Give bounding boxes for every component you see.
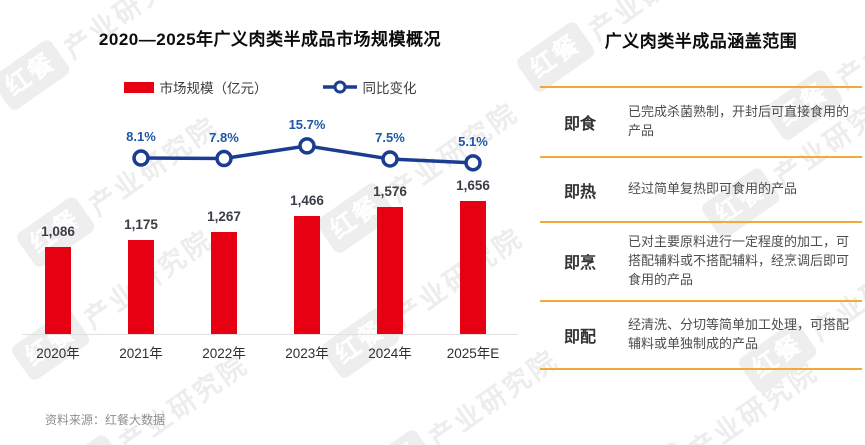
x-axis-label: 2024年 xyxy=(368,346,412,361)
coverage-rows: 即食 已完成杀菌熟制，开封后可直接食用的产品 即热 经过简单复热即可食用的产品 … xyxy=(540,86,862,370)
table-row: 即食 已完成杀菌熟制，开封后可直接食用的产品 xyxy=(540,86,862,156)
row-term: 即配 xyxy=(564,328,597,346)
yoy-value-label: 7.8% xyxy=(209,129,239,145)
bar-value-label: 1,086 xyxy=(41,224,75,239)
legend-item-market-size: 市场规模（亿元） xyxy=(123,77,268,97)
legend-item-yoy: 同比变化 xyxy=(322,77,417,97)
yoy-marker xyxy=(132,149,150,167)
yoy-value-label: 5.1% xyxy=(458,133,488,149)
market-size-chart: 2020—2025年广义肉类半成品市场规模概况 市场规模（亿元） 同比变化 1,… xyxy=(20,0,520,380)
row-desc: 已对主要原料进行一定程度的加工，可搭配辅料或不搭配辅料，经烹调后即可食用的产品 xyxy=(628,234,850,287)
bar-2022年 xyxy=(211,232,237,334)
table-title: 广义肉类半成品涵盖范围 xyxy=(604,32,798,51)
bar-legend-swatch-icon xyxy=(123,81,154,93)
table-row: 即热 经过简单复热即可食用的产品 xyxy=(540,156,862,221)
chart-title: 2020—2025年广义肉类半成品市场规模概况 xyxy=(98,30,442,49)
yoy-marker xyxy=(464,154,482,172)
line-legend-marker-icon xyxy=(322,80,357,94)
yoy-marker xyxy=(381,150,399,168)
row-desc: 经过简单复热即可食用的产品 xyxy=(628,181,798,197)
x-axis-label: 2025年E xyxy=(446,346,500,361)
chart-legend: 市场规模（亿元） 同比变化 xyxy=(20,77,520,97)
row-term: 即食 xyxy=(564,116,597,133)
bar-value-label: 1,656 xyxy=(456,178,490,193)
x-axis-label: 2021年 xyxy=(119,346,163,361)
bar-2020年 xyxy=(45,247,71,334)
table-row: 即配 经清洗、分切等简单加工处理，可搭配辅料或单独制成的产品 xyxy=(540,299,862,370)
bar-2025年E xyxy=(460,201,486,334)
bar-2023年 xyxy=(294,216,320,334)
bar-value-label: 1,576 xyxy=(373,184,407,199)
bar-2021年 xyxy=(128,240,154,334)
bar-value-label: 1,466 xyxy=(290,193,324,208)
x-axis-label: 2023年 xyxy=(285,346,329,361)
table-row: 即烹 已对主要原料进行一定程度的加工，可搭配辅料或不搭配辅料，经烹调后即可食用的… xyxy=(540,221,862,300)
yoy-marker xyxy=(215,149,233,168)
x-axis-label: 2020年 xyxy=(36,346,80,361)
bar-value-label: 1,267 xyxy=(207,209,241,224)
yoy-marker xyxy=(298,137,316,155)
row-term: 即热 xyxy=(564,183,597,201)
yoy-value-label: 7.5% xyxy=(375,130,405,145)
row-term: 即烹 xyxy=(564,255,597,273)
bar-2024年 xyxy=(377,207,403,334)
bar-value-label: 1,175 xyxy=(124,217,158,232)
yoy-value-label: 15.7% xyxy=(288,116,326,132)
source-note: 资料来源：红餐大数据 xyxy=(45,413,166,427)
row-desc: 已完成杀菌熟制，开封后可直接食用的产品 xyxy=(628,104,850,138)
row-desc: 经清洗、分切等简单加工处理，可搭配辅料或单独制成的产品 xyxy=(628,316,850,351)
legend-label-market-size: 市场规模（亿元） xyxy=(159,81,268,96)
x-axis-label: 2022年 xyxy=(202,346,246,361)
x-axis-line xyxy=(22,334,518,335)
yoy-value-label: 8.1% xyxy=(126,129,156,145)
yoy-line-chart xyxy=(132,137,482,172)
legend-label-yoy: 同比变化 xyxy=(362,81,417,96)
